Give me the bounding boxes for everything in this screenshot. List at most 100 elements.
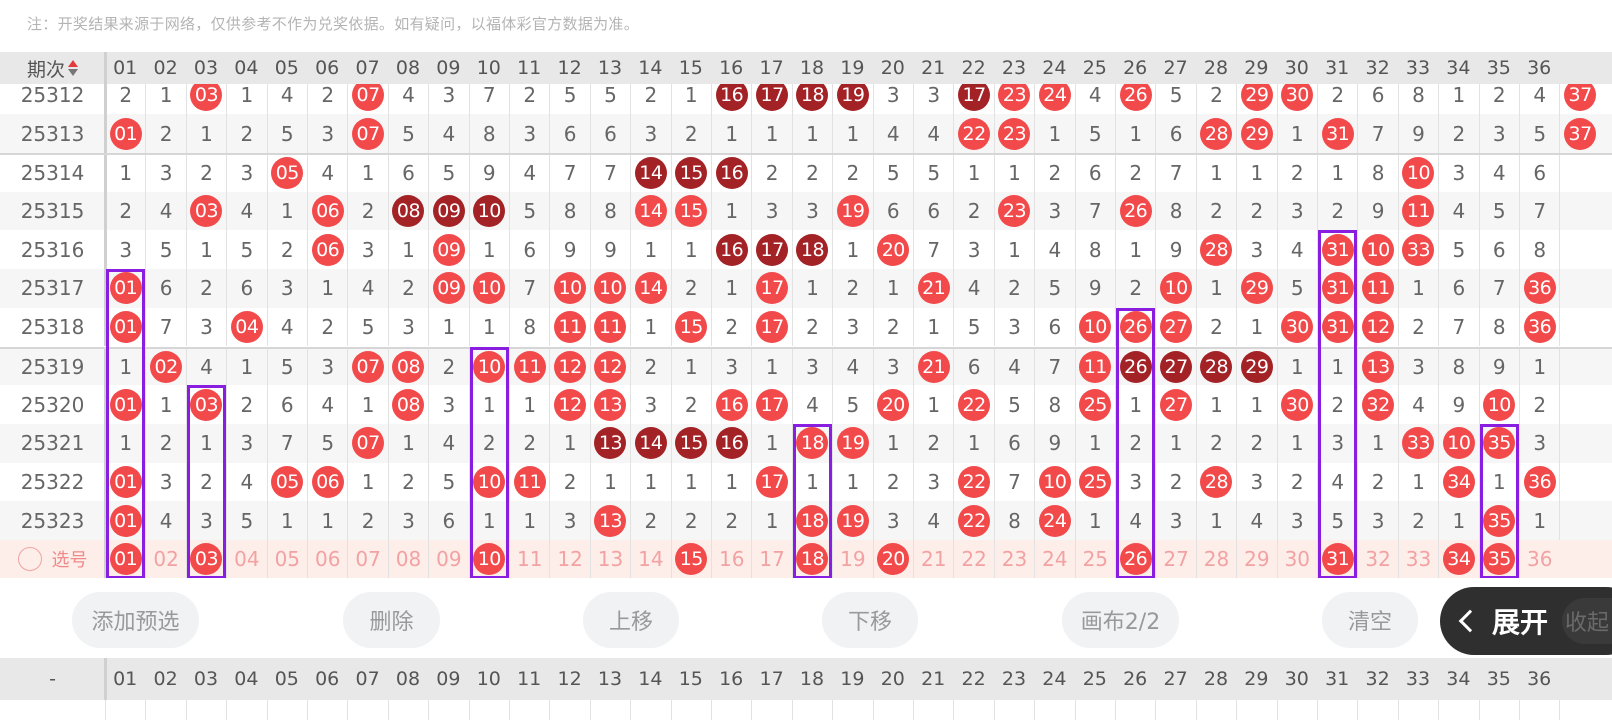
bottom-column-header-27: 27 [1163, 668, 1188, 690]
trend-cell: 5 [1276, 269, 1317, 308]
select-cell-10[interactable]: 10 [468, 540, 509, 578]
select-cell-14[interactable]: 14 [630, 540, 670, 578]
select-cell-25[interactable]: 25 [1074, 540, 1115, 578]
select-cell-20[interactable]: 20 [872, 540, 913, 578]
trend-cell: 6 [266, 385, 307, 424]
period-header[interactable]: 期次 [0, 52, 105, 84]
trend-cell: 7 [1357, 114, 1397, 153]
hit-ball: 36 [1523, 465, 1556, 498]
select-label[interactable]: 选号 [0, 540, 105, 578]
trend-cell: 3 [630, 114, 670, 153]
hit-ball: 27 [1160, 388, 1193, 421]
bottom-cell [1236, 700, 1276, 720]
grid-header: 期次 01 02 03 04 05 06 07 08 09 10 11 12 13 14 15 16 17 18 1… [0, 52, 1612, 84]
trend-cell: 10 [1438, 423, 1478, 463]
trend-cell: 05 [266, 462, 307, 502]
select-cell-28[interactable]: 28 [1195, 540, 1236, 578]
delete-button[interactable]: 删除 [343, 592, 440, 648]
period-cell: 25322 [20, 469, 85, 494]
bottom-cell [549, 700, 589, 720]
trend-cell: 7 [1478, 269, 1519, 308]
hit-ball: 22 [958, 117, 991, 150]
trend-cell: 3 [1438, 155, 1478, 192]
bottom-cell [468, 700, 509, 720]
select-cell-31[interactable]: 31 [1317, 540, 1357, 578]
trend-cell: 2 [1034, 155, 1074, 192]
hit-ball: 28 [1200, 465, 1233, 498]
select-cell-26[interactable]: 26 [1115, 540, 1155, 578]
select-cell-06[interactable]: 06 [307, 540, 347, 578]
trend-cell: 2 [549, 462, 589, 502]
select-cell-07[interactable]: 07 [347, 540, 387, 578]
trend-cell: 9 [589, 230, 630, 270]
select-cell-34[interactable]: 34 [1438, 540, 1478, 578]
expand-label: 展开 [1492, 606, 1549, 639]
move-up-button[interactable]: 上移 [583, 592, 679, 648]
select-cell-27[interactable]: 27 [1155, 540, 1195, 578]
select-cell-08[interactable]: 08 [387, 540, 428, 578]
clear-button[interactable]: 清空 [1322, 592, 1418, 648]
hit-ball: 12 [554, 350, 587, 383]
trend-cell: 1 [1438, 501, 1478, 540]
trend-cell: 12 [549, 348, 589, 386]
select-cell-29[interactable]: 29 [1236, 540, 1276, 578]
select-cell-05[interactable]: 05 [266, 540, 307, 578]
bottom-cell [1195, 700, 1236, 720]
select-cell-02[interactable]: 02 [145, 540, 185, 578]
column-header-24: 24 [1042, 57, 1067, 79]
hit-ball: 10 [1160, 272, 1193, 305]
sort-up-down-icon[interactable] [68, 59, 78, 77]
trend-cell: 2 [913, 423, 953, 463]
trend-cell: 3 [185, 307, 226, 347]
trend-cell: 13 [1357, 348, 1397, 386]
select-cell-32[interactable]: 32 [1357, 540, 1397, 578]
hit-ball: 22 [958, 465, 991, 498]
select-cell-35[interactable]: 35 [1478, 540, 1519, 578]
trend-cell: 1 [185, 423, 226, 463]
trend-cell: 28 [1195, 348, 1236, 386]
select-cell-11[interactable]: 11 [509, 540, 549, 578]
select-cell-33[interactable]: 33 [1397, 540, 1438, 578]
select-cell-16[interactable]: 16 [711, 540, 751, 578]
hit-ball: 13 [594, 504, 627, 537]
select-cell-09[interactable]: 09 [428, 540, 468, 578]
canvas-page-button[interactable]: 画布2/2 [1062, 592, 1179, 648]
hit-ball: 31 [1321, 117, 1354, 150]
hit-ball: 22 [958, 504, 991, 537]
trend-cell: 6 [993, 423, 1034, 463]
consecutive-hit-ball: 16 [715, 233, 748, 266]
move-down-button[interactable]: 下移 [822, 592, 918, 648]
select-cell-01[interactable]: 01 [105, 540, 145, 578]
select-cell-23[interactable]: 23 [993, 540, 1034, 578]
hit-ball: 24 [1038, 78, 1071, 111]
select-cell-12[interactable]: 12 [549, 540, 589, 578]
column-header-18: 18 [799, 57, 825, 79]
select-number-row: 选号 01 02 03 04 05 06 07 08 09 10 11 12 13 14 15 16 17 18 19… [0, 540, 1612, 578]
trend-cell: 1 [549, 423, 589, 463]
select-cell-30[interactable]: 30 [1276, 540, 1317, 578]
select-cell-36[interactable]: 36 [1519, 540, 1559, 578]
select-cell-24[interactable]: 24 [1034, 540, 1074, 578]
select-cell-17[interactable]: 17 [751, 540, 791, 578]
select-cell-03[interactable]: 03 [185, 540, 226, 578]
select-cell-04[interactable]: 04 [226, 540, 266, 578]
bottom-cell [589, 700, 630, 720]
add-preselect-button[interactable]: 添加预选 [72, 592, 199, 648]
select-cell-19[interactable]: 19 [832, 540, 872, 578]
select-cell-18[interactable]: 18 [791, 540, 832, 578]
select-cell-22[interactable]: 22 [953, 540, 993, 578]
column-divider [104, 191, 107, 231]
trend-cell: 1 [105, 423, 145, 463]
radio-circle-icon[interactable] [17, 547, 42, 572]
table-row: 25317 01 6 2 6 3 1 4 2 09 10 7 10 10 14 2 1 17 1 2 1 21 4 2 5 9 2 1… [0, 269, 1612, 308]
trend-cell: 1 [1397, 462, 1438, 502]
select-cell-13[interactable]: 13 [589, 540, 630, 578]
trend-cell: 1 [468, 230, 509, 270]
select-cell-21[interactable]: 21 [913, 540, 953, 578]
trend-cell: 4 [307, 385, 347, 424]
trend-cell: 4 [387, 75, 428, 115]
select-cell-15[interactable]: 15 [670, 540, 711, 578]
collapse-button[interactable]: 收起 [1562, 598, 1612, 644]
trend-cell: 7 [266, 423, 307, 463]
trend-cell: 1 [1276, 114, 1317, 153]
